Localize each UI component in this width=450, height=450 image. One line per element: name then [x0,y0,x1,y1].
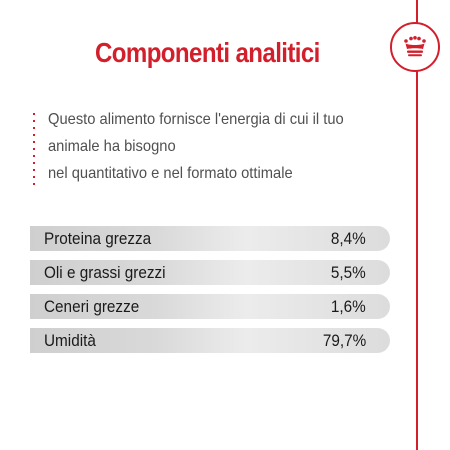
description-dotted-marker [33,113,37,189]
description-text: Questo alimento fornisce l'energia di cu… [48,106,352,187]
component-row-ash: Ceneri grezze 1,6% [30,294,390,319]
component-label: Ceneri grezze [44,297,140,316]
component-label: Umidità [44,331,96,350]
component-label: Oli e grassi grezzi [44,263,166,282]
component-row-protein: Proteina grezza 8,4% [30,226,390,251]
page-title: Componenti analitici [95,37,320,68]
component-value: 5,5% [331,263,366,282]
brand-badge [390,22,440,72]
component-value: 1,6% [331,297,366,316]
component-label: Proteina grezza [44,229,152,248]
description-line: nel quantitativo e nel formato ottimale [48,165,293,182]
crown-icon [404,36,426,57]
description-line: Questo alimento fornisce l'energia di cu… [48,111,344,128]
component-value: 8,4% [331,229,366,248]
component-value: 79,7% [322,331,366,350]
component-row-fats: Oli e grassi grezzi 5,5% [30,260,390,285]
description-line: animale ha bisogno [48,138,176,155]
component-row-moisture: Umidità 79,7% [30,328,390,353]
components-list: Proteina grezza 8,4% Oli e grassi grezzi… [30,226,390,362]
vertical-divider-line [416,0,418,450]
